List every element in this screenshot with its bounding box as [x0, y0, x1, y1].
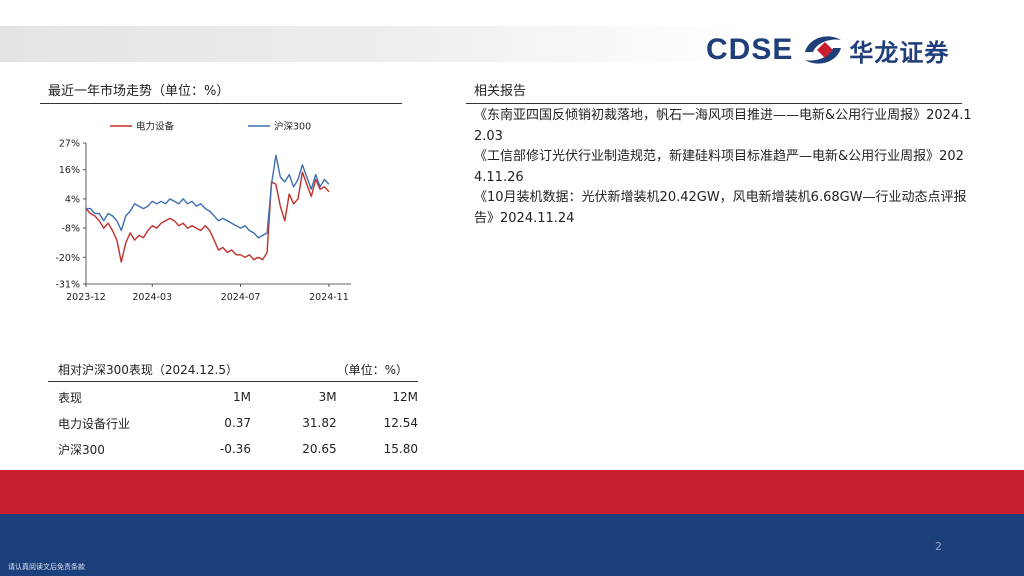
performance-rule	[48, 381, 418, 382]
table-row: 电力设备行业 0.37 31.82 12.54	[48, 410, 418, 436]
series-line-power-equipment	[85, 171, 330, 263]
page-number: 2	[935, 540, 942, 553]
y-tick-label: -20%	[55, 253, 80, 264]
market-trend-title: 最近一年市场走势（单位：%）	[48, 84, 230, 99]
y-tick-label: 27%	[59, 139, 80, 150]
y-tick-label: -31%	[55, 280, 80, 291]
table-cell: -0.36	[219, 442, 251, 456]
footer-blue-band	[0, 514, 1024, 576]
x-tick-label: 2024-11	[309, 292, 349, 303]
logo-text-en: CDSE	[706, 33, 794, 66]
table-cell: 0.37	[224, 416, 251, 430]
table-header-cell: 12M	[392, 390, 418, 404]
table-cell: 电力设备行业	[58, 416, 131, 431]
dragon-emblem-icon	[805, 36, 842, 64]
performance-table: 表现 1M 3M 12M 电力设备行业 0.37 31.82 12.54 沪深3…	[48, 384, 418, 462]
y-tick-label: 4%	[65, 194, 80, 205]
table-cell: 31.82	[302, 416, 337, 430]
performance-header: 相对沪深300表现（2024.12.5） （单位：%）	[58, 361, 408, 378]
report-link[interactable]: 《10月装机数据：光伏新增装机20.42GW，风电新增装机6.68GW—行业动态…	[474, 190, 967, 226]
report-link[interactable]: 《工信部修订光伏行业制造规范，新建硅料项目标准趋严—电新&公用行业周报》2024…	[474, 149, 964, 185]
performance-unit: （单位：%）	[336, 363, 408, 377]
market-trend-chart: 27% 16% 4% -8% -20% -31%2023-12 2024-03 2024-07…	[55, 121, 351, 303]
table-cell: 沪深300	[58, 442, 105, 457]
table-cell: 15.80	[383, 442, 418, 456]
y-tick-label: 16%	[59, 165, 80, 176]
header-band	[0, 26, 740, 62]
related-title-rule	[466, 103, 962, 104]
table-header-cell: 1M	[232, 390, 251, 404]
market-title-rule	[40, 103, 402, 104]
table-cell: 20.65	[302, 442, 337, 456]
y-tick-label: -8%	[62, 224, 81, 235]
series-line-hs300	[86, 154, 330, 239]
table-header-cell: 表现	[58, 390, 83, 405]
footer-red-band	[0, 470, 1024, 514]
related-reports-list: 《东南亚四国反倾销初裁落地，帆石一海风项目推进——电新&公用行业周报》2024.…	[474, 106, 974, 229]
logo-text-cn: 华龙证券	[849, 38, 950, 67]
x-tick-label: 2023-12	[66, 292, 106, 303]
table-cell: 12.54	[383, 416, 418, 430]
x-tick-label: 2024-03	[132, 292, 172, 303]
legend-label: 沪深300	[274, 121, 311, 133]
table-header-cell: 3M	[318, 390, 337, 404]
company-logo: CDSE 华龙证券	[706, 28, 949, 72]
disclaimer-text: 请认真阅读文后免责条款	[8, 563, 85, 571]
related-reports-title: 相关报告	[474, 84, 527, 99]
performance-title: 相对沪深300表现（2024.12.5）	[58, 363, 238, 377]
report-link[interactable]: 《东南亚四国反倾销初裁落地，帆石一海风项目推进——电新&公用行业周报》2024.…	[474, 108, 972, 144]
table-header-row: 表现 1M 3M 12M	[48, 384, 418, 410]
legend-label: 电力设备	[136, 121, 175, 133]
table-row: 沪深300 -0.36 20.65 15.80	[48, 436, 418, 462]
x-tick-label: 2024-07	[221, 292, 261, 303]
